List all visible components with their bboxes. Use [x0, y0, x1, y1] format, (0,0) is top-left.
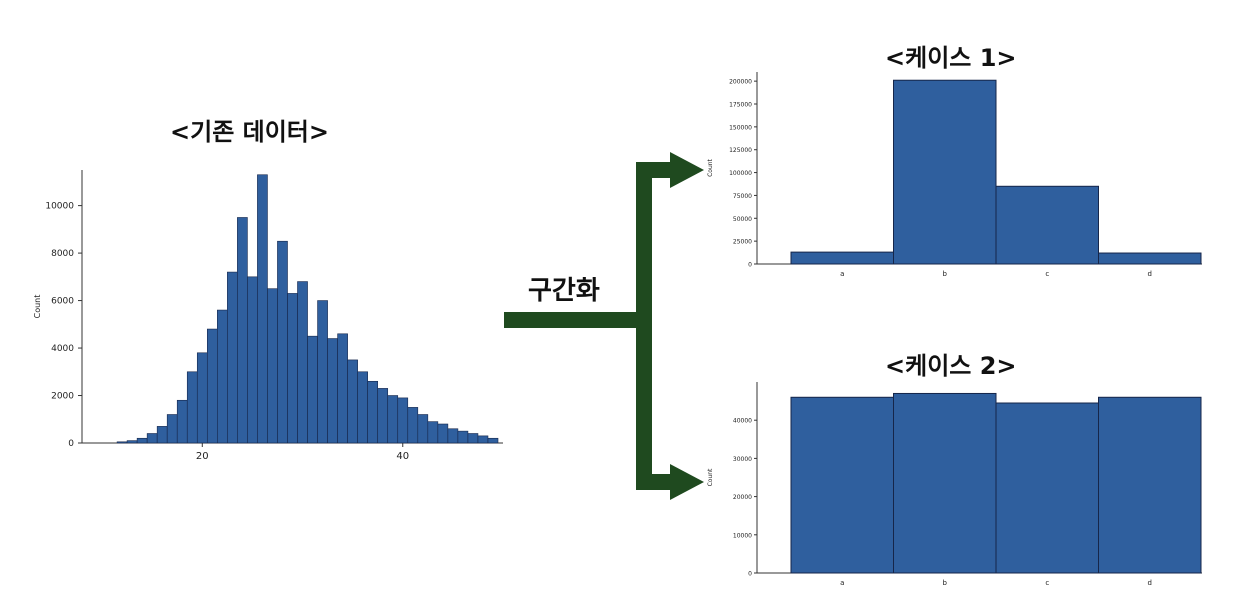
branch-arrow-icon: [504, 152, 704, 500]
case1-y-tick-label: 175000: [729, 102, 752, 109]
histogram-bar: [467, 433, 479, 444]
histogram-bar: [227, 271, 238, 444]
histogram-bar: [287, 293, 298, 444]
case1-y-tick-label: 0: [748, 262, 752, 269]
histogram-bar: [447, 428, 459, 444]
histogram-bar: [206, 328, 218, 444]
case2-x-tick-label: c: [1045, 579, 1049, 587]
histogram-bar: [317, 300, 328, 444]
histogram-bar: [367, 380, 379, 444]
case2-x-tick-label: a: [840, 579, 844, 587]
histogram-bar: [126, 440, 138, 444]
case1-bar-d: [1098, 252, 1202, 265]
y-tick-label: 2000: [51, 392, 74, 402]
case2-bar-chart: 0 10000 20000 30000 40000 Count a b c d: [707, 382, 1202, 587]
histogram-bar: [427, 421, 439, 444]
arrow-lower-head: [670, 464, 704, 500]
case1-y-tick-label: 150000: [729, 124, 752, 131]
histogram-bar: [247, 276, 258, 444]
case1-title: <케이스 1>: [885, 44, 1017, 72]
case1-y-tick-label: 75000: [733, 193, 752, 200]
case2-y-axis-label: Count: [707, 468, 714, 486]
arrow-upper-head: [670, 152, 704, 188]
case2-bar-d: [1098, 396, 1202, 574]
arrow-stem: [504, 312, 652, 328]
case2-x-tick-label: b: [943, 579, 948, 587]
histogram-bar: [397, 397, 409, 444]
case1-bar-a: [790, 251, 894, 265]
histogram-bar: [166, 414, 178, 444]
case2-y-tick-label: 40000: [733, 418, 752, 425]
histogram-bar: [407, 407, 419, 444]
case2-bar-b: [893, 392, 997, 574]
histogram-bar: [237, 217, 248, 444]
case1-bar-b: [893, 79, 997, 265]
y-tick-label: 10000: [45, 202, 74, 212]
histogram-bar: [387, 395, 399, 444]
histogram-bar: [457, 430, 469, 444]
histogram-bar: [377, 388, 389, 444]
x-tick-label: 40: [396, 451, 409, 462]
histogram-bar: [196, 352, 208, 444]
case2-y-tick-label: 30000: [733, 456, 752, 463]
arrow-trunk: [636, 170, 652, 490]
case2-bar-a: [790, 396, 894, 574]
case2-y-tick-label: 0: [748, 571, 752, 578]
arrow-upper-branch: [636, 162, 676, 178]
case2-title: <케이스 2>: [885, 352, 1017, 380]
histogram-bar: [307, 335, 318, 444]
histogram-bar: [267, 288, 278, 444]
case1-y-tick-label: 25000: [733, 239, 752, 246]
histogram-bar: [176, 399, 188, 444]
case1-x-tick-label: d: [1148, 270, 1152, 278]
case1-bar-chart: 0 25000 50000 75000 100000 125000 150000 175000…: [707, 72, 1202, 278]
histogram-bar: [116, 441, 128, 444]
case1-x-tick-label: b: [943, 270, 948, 278]
original-histogram: 0 2000 4000 6000 8000 10000 20 40 Count: [33, 170, 503, 462]
original-data-title: <기존 데이터>: [170, 118, 329, 146]
case1-x-tick-label: a: [840, 270, 844, 278]
histogram-bar: [217, 309, 228, 444]
histogram-bar: [477, 435, 489, 444]
histogram-bar: [156, 426, 168, 444]
case2-y-tick-label: 20000: [733, 494, 752, 501]
y-tick-label: 0: [68, 439, 74, 449]
case2-y-tick-label: 10000: [733, 532, 752, 539]
x-tick-label: 20: [196, 451, 209, 462]
case1-y-tick-label: 200000: [729, 79, 752, 86]
case1-bar-c: [995, 185, 1099, 265]
histogram-bar: [347, 359, 358, 444]
histogram-bar: [297, 281, 308, 444]
y-tick-label: 6000: [51, 297, 74, 307]
histogram-bar: [417, 414, 429, 444]
histogram-bar: [277, 240, 288, 444]
histogram-bar: [186, 371, 198, 444]
y-tick-label: 4000: [51, 344, 74, 354]
case2-x-tick-label: d: [1148, 579, 1152, 587]
histogram-bar: [487, 437, 499, 444]
histogram-bar: [437, 423, 449, 444]
y-tick-label: 8000: [51, 249, 74, 259]
histogram-bar: [146, 433, 158, 444]
histogram-bar: [257, 174, 268, 444]
case1-y-tick-label: 125000: [729, 147, 752, 154]
histogram-bar: [337, 333, 348, 444]
case1-y-axis-label: Count: [707, 158, 714, 176]
case1-x-tick-label: c: [1045, 270, 1049, 278]
case2-bar-c: [995, 402, 1099, 574]
case1-y-tick-label: 50000: [733, 216, 752, 223]
case1-y-tick-label: 100000: [729, 170, 752, 177]
histogram-bar: [357, 371, 368, 444]
binning-label: 구간화: [528, 276, 600, 306]
histogram-bar: [136, 437, 148, 444]
arrow-lower-branch: [636, 474, 676, 490]
y-axis-label: Count: [33, 295, 42, 319]
histogram-bar: [327, 338, 338, 444]
